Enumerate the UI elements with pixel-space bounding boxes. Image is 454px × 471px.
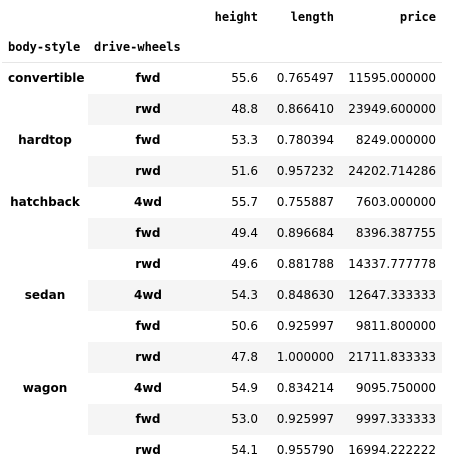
cell-price: 9095.750000 (355, 381, 436, 395)
cell-price: 24202.714286 (348, 164, 436, 178)
cell-height: 55.6 (231, 71, 258, 86)
cell-height: 54.9 (231, 381, 258, 395)
index-name-drive-wheels: drive-wheels (94, 40, 181, 54)
index-drive-wheels: rwd (135, 443, 161, 457)
dataframe-table: height length price body-style drive-whe… (2, 2, 442, 466)
index-drive-wheels: rwd (135, 350, 161, 364)
index-drive-wheels: fwd (135, 133, 161, 147)
index-drive-wheels: 4wd (133, 288, 163, 302)
column-header-price: price (399, 10, 436, 24)
table-row: rwd 54.1 0.955790 16994.222222 (2, 435, 442, 466)
cell-price: 21711.833333 (348, 350, 436, 364)
cell-length: 1.000000 (276, 350, 334, 364)
index-drive-wheels: 4wd (133, 195, 163, 209)
cell-price: 16994.222222 (348, 443, 436, 457)
table-row: hardtop fwd 53.3 0.780394 8249.000000 (2, 124, 442, 187)
column-header-length: length (290, 10, 334, 24)
cell-length: 0.896684 (276, 226, 334, 240)
cell-height: 54.3 (231, 288, 258, 302)
blank-header-cell (264, 32, 340, 63)
index-drive-wheels: rwd (135, 164, 161, 178)
cell-length: 0.834214 (276, 381, 334, 395)
cell-height: 53.3 (231, 133, 258, 147)
cell-price: 11595.000000 (348, 71, 436, 86)
cell-height: 49.4 (231, 226, 258, 240)
cell-price: 12647.333333 (348, 288, 436, 302)
index-name-row: body-style drive-wheels (2, 32, 442, 63)
blank-header-cell (2, 2, 88, 32)
cell-height: 50.6 (231, 319, 258, 333)
cell-price: 8396.387755 (355, 226, 436, 240)
index-body-style: hardtop (2, 124, 88, 187)
index-body-style: wagon (2, 372, 88, 466)
table-body: convertible fwd 55.6 0.765497 11595.0000… (2, 62, 442, 466)
column-header-row: height length price (2, 2, 442, 32)
index-drive-wheels: fwd (135, 319, 161, 333)
index-body-style: sedan (2, 279, 88, 373)
cell-length: 0.780394 (276, 133, 334, 147)
cell-height: 53.0 (231, 412, 258, 426)
index-body-style: hatchback (2, 186, 88, 280)
cell-length: 0.848630 (276, 288, 334, 302)
table-row: convertible fwd 55.6 0.765497 11595.0000… (2, 62, 442, 125)
index-drive-wheels: fwd (135, 226, 161, 240)
index-drive-wheels: fwd (135, 412, 161, 426)
cell-length: 0.925997 (276, 319, 334, 333)
cell-price: 8249.000000 (355, 133, 436, 147)
cell-length: 0.957232 (276, 164, 334, 178)
index-drive-wheels: rwd (135, 257, 161, 271)
cell-price: 14337.777778 (348, 257, 436, 271)
cell-length: 0.755887 (276, 195, 334, 209)
blank-header-cell (88, 2, 208, 32)
cell-price: 9997.333333 (355, 412, 436, 426)
cell-length: 0.765497 (276, 71, 334, 86)
cell-height: 55.7 (231, 195, 258, 209)
table-row: hatchback 4wd 55.7 0.755887 7603.000000 (2, 186, 442, 280)
cell-height: 51.6 (231, 164, 258, 178)
cell-length: 0.881788 (276, 257, 334, 271)
cell-height: 54.1 (231, 443, 258, 457)
table-row: fwd 50.6 0.925997 9811.800000 (2, 311, 442, 342)
index-drive-wheels: 4wd (133, 381, 163, 395)
cell-price: 9811.800000 (355, 319, 436, 333)
cell-length: 0.925997 (276, 412, 334, 426)
index-name-body-style: body-style (8, 40, 81, 54)
table-row: sedan 4wd 54.3 0.848630 12647.333333 (2, 279, 442, 373)
cell-length: 0.866410 (276, 102, 334, 116)
blank-header-cell (340, 32, 442, 63)
table-row: wagon 4wd 54.9 0.834214 9095.750000 (2, 372, 442, 466)
column-header-height: height (214, 10, 258, 24)
index-body-style: convertible (2, 62, 88, 125)
table-row: rwd 49.6 0.881788 14337.777778 (2, 249, 442, 280)
blank-header-cell (208, 32, 264, 63)
cell-price: 23949.600000 (348, 102, 436, 116)
table-header: height length price body-style drive-whe… (2, 2, 442, 63)
index-drive-wheels: rwd (135, 102, 161, 116)
cell-length: 0.955790 (276, 443, 334, 457)
cell-price: 7603.000000 (355, 195, 436, 209)
index-drive-wheels: fwd (135, 71, 161, 86)
cell-height: 47.8 (231, 350, 258, 364)
cell-height: 49.6 (231, 257, 258, 271)
cell-height: 48.8 (231, 102, 258, 116)
